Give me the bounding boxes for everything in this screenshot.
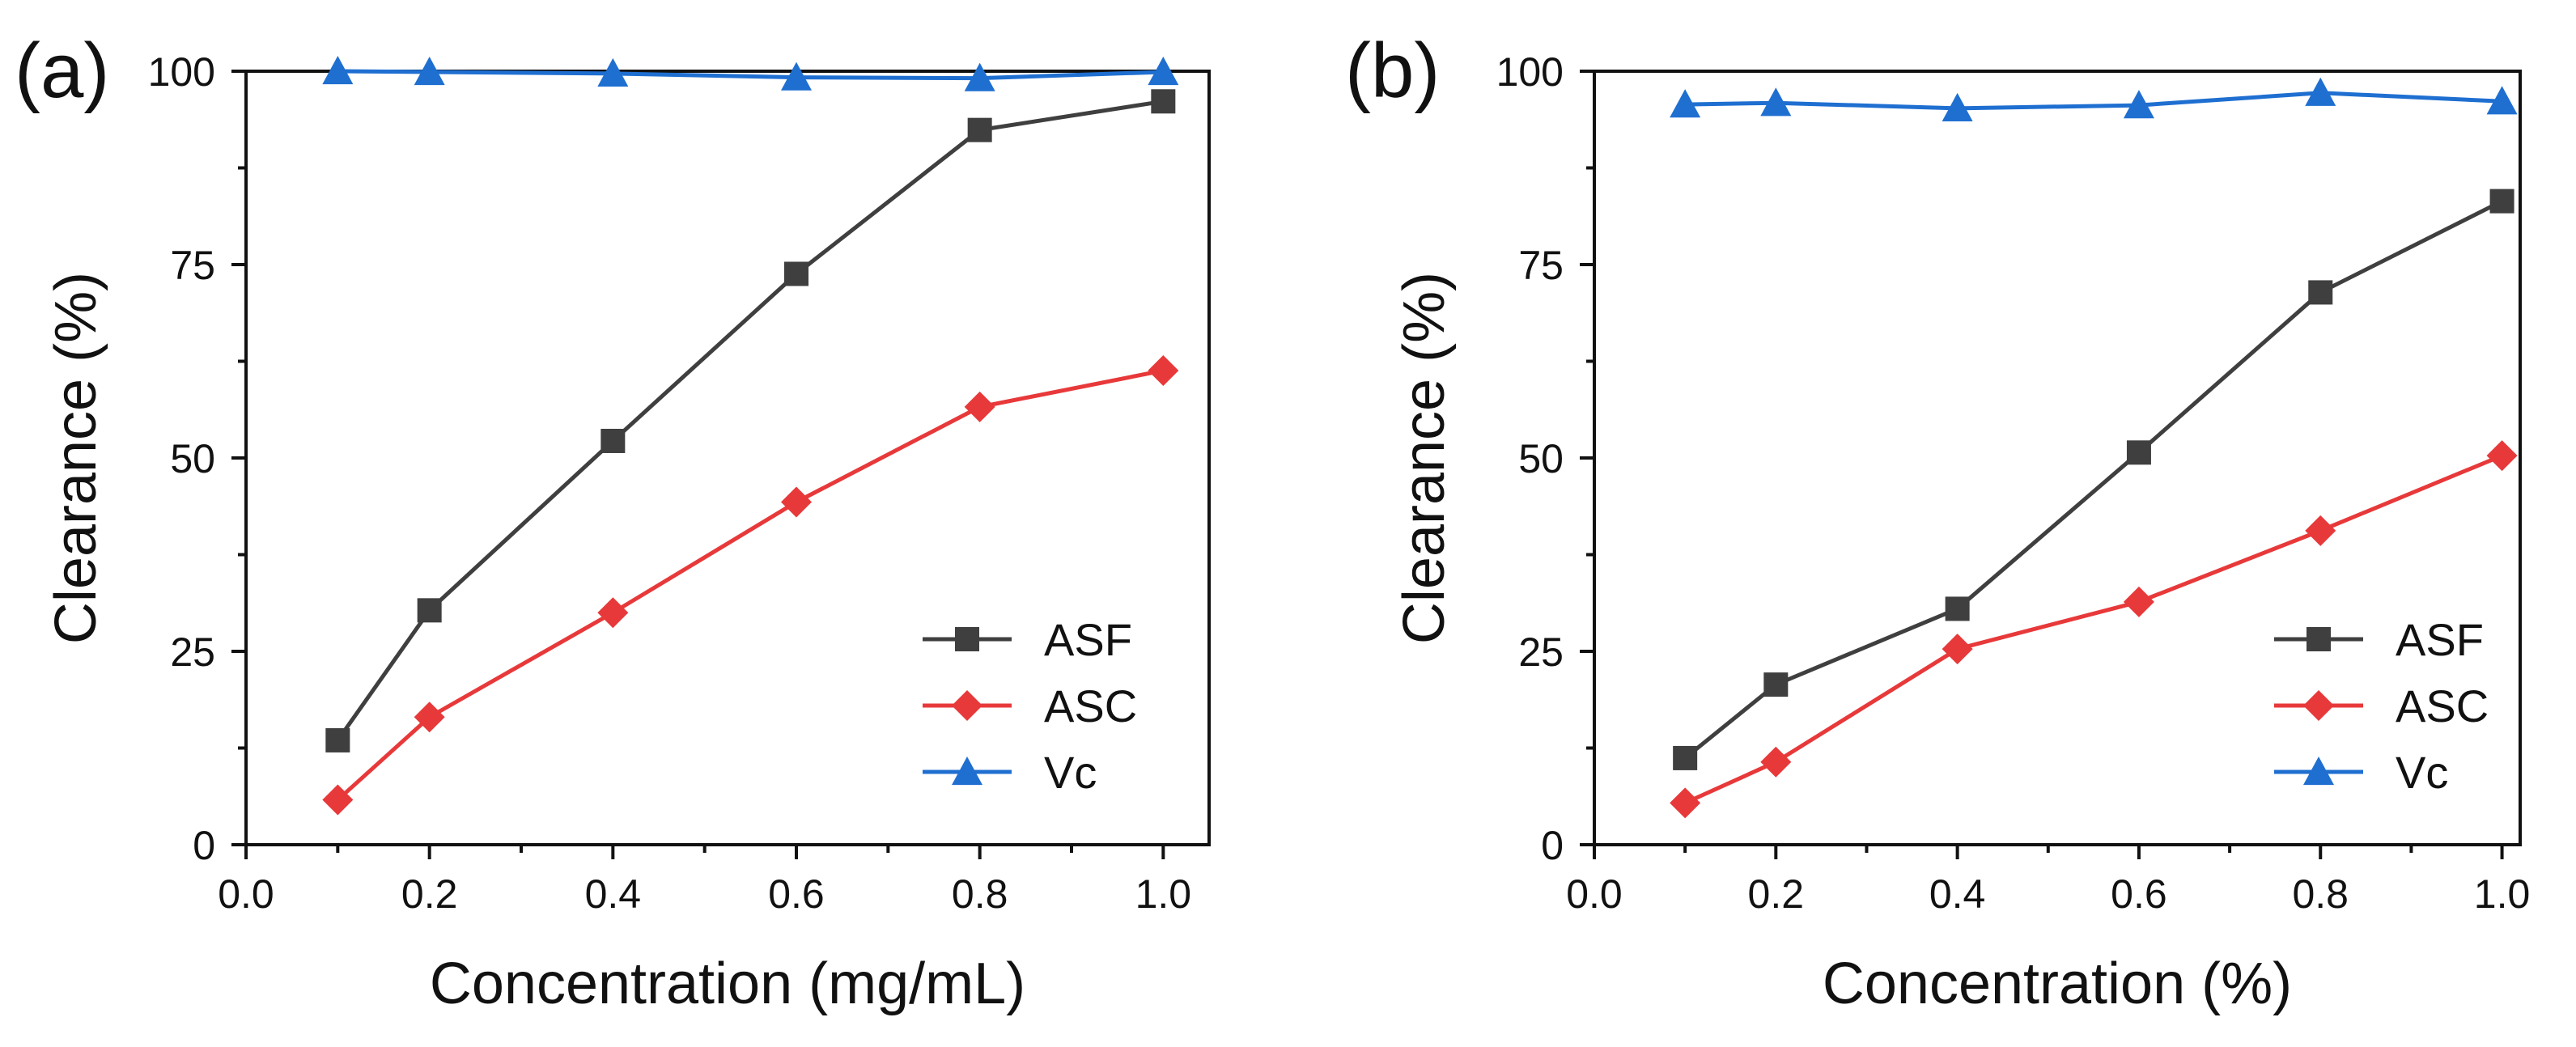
x-tick-label: 0.2 — [401, 871, 458, 917]
data-point-asf — [1763, 672, 1789, 697]
y-tick-label: 0 — [193, 823, 215, 868]
legend-label-asf: ASF — [2396, 614, 2484, 665]
data-point-vc — [1670, 89, 1701, 118]
x-tick-label: 0.4 — [1929, 871, 1986, 917]
y-tick-label: 100 — [148, 49, 215, 95]
series-line-asc — [1684, 453, 2503, 805]
data-point-asf — [417, 598, 442, 623]
data-point-asc — [964, 391, 995, 422]
data-point-vc — [1942, 92, 1973, 122]
x-tick-label: 0.2 — [1748, 871, 1805, 917]
data-point-vc — [597, 57, 629, 87]
x-tick-label: 0.8 — [952, 871, 1008, 917]
data-point-asf — [2308, 280, 2333, 305]
data-point-asf — [1673, 745, 1698, 770]
data-point-asf — [967, 117, 992, 142]
series-line-vc — [1685, 91, 2502, 111]
data-point-vc — [322, 56, 354, 85]
data-point-asc — [2123, 586, 2154, 617]
x-tick-label: 0.0 — [218, 871, 274, 917]
y-tick-label: 25 — [170, 629, 215, 675]
x-axis-title: Concentration (mg/mL) — [430, 952, 1025, 1016]
data-point-vc — [1148, 56, 1179, 86]
y-tick-label: 50 — [170, 436, 215, 481]
data-point-asc — [2486, 440, 2518, 472]
data-point-asc — [1942, 634, 1973, 665]
y-tick-label: 75 — [1518, 243, 1564, 288]
y-axis-title: Clearance (%) — [44, 272, 108, 644]
legend-marker-vc — [952, 757, 982, 786]
legend-marker-asf — [2307, 627, 2331, 651]
data-point-asc — [1148, 354, 1179, 386]
data-point-asf — [1945, 596, 1970, 621]
data-point-asc — [1670, 787, 1701, 819]
data-point-asc — [597, 597, 629, 629]
data-point-asc — [1760, 746, 1792, 778]
series-line-asf — [1683, 199, 2503, 760]
legend-label-asc: ASC — [1044, 680, 1137, 731]
data-point-vc — [1760, 87, 1792, 117]
data-point-asf — [2126, 440, 2151, 465]
data-point-asf — [1151, 89, 1176, 114]
legend-label-asf: ASF — [1044, 614, 1132, 665]
x-tick-label: 0.4 — [585, 871, 642, 917]
data-point-vc — [2486, 86, 2518, 115]
y-tick-label: 50 — [1518, 436, 1564, 481]
chart-panel-a: (a) 0.0 0.2 0.4 0.6 0.8 1.0 0 25 50 75 100 Concentra… — [15, 28, 1211, 1016]
data-point-vc — [2123, 90, 2154, 119]
x-axis-title: Concentration (%) — [1823, 952, 2292, 1016]
legend-label-vc: Vc — [2396, 747, 2448, 798]
data-point-asf — [325, 727, 350, 752]
data-point-asf — [601, 428, 626, 453]
y-tick-label: 75 — [170, 243, 215, 288]
chart-panel-b: (b) 0.0 0.2 0.4 0.6 0.8 1.0 0 25 50 75 100 Concentra… — [1345, 28, 2530, 1016]
data-point-asf — [2489, 189, 2514, 214]
x-tick-label: 0.0 — [1566, 871, 1623, 917]
series-line-asf — [336, 99, 1164, 742]
legend-marker-asc — [952, 690, 982, 721]
data-point-vc — [781, 61, 812, 91]
y-axis-title: Clearance (%) — [1392, 272, 1457, 644]
x-tick-label: 0.6 — [2111, 871, 2167, 917]
legend-label-vc: Vc — [1044, 747, 1097, 798]
data-point-vc — [964, 62, 995, 91]
legend-marker-asc — [2303, 690, 2334, 721]
y-tick-label: 25 — [1518, 629, 1564, 675]
panel-label: (b) — [1345, 28, 1440, 114]
data-point-vc — [414, 56, 445, 86]
y-tick-label: 100 — [1496, 49, 1564, 95]
x-tick-label: 1.0 — [2474, 871, 2531, 917]
panel-label: (a) — [15, 28, 109, 114]
data-point-asc — [2305, 515, 2336, 546]
data-point-vc — [2305, 77, 2336, 106]
legend-marker-asf — [955, 627, 979, 651]
y-tick-label: 0 — [1541, 823, 1564, 868]
data-point-asc — [781, 486, 812, 518]
data-point-asc — [414, 702, 445, 733]
x-tick-label: 0.8 — [2292, 871, 2349, 917]
x-tick-label: 1.0 — [1135, 871, 1192, 917]
data-point-asc — [322, 784, 354, 816]
series-line-vc — [337, 69, 1164, 81]
legend-marker-vc — [2303, 757, 2334, 786]
series-line-asc — [336, 368, 1164, 802]
legend-label-asc: ASC — [2396, 680, 2489, 731]
data-point-asf — [784, 261, 808, 286]
x-tick-label: 0.6 — [768, 871, 825, 917]
